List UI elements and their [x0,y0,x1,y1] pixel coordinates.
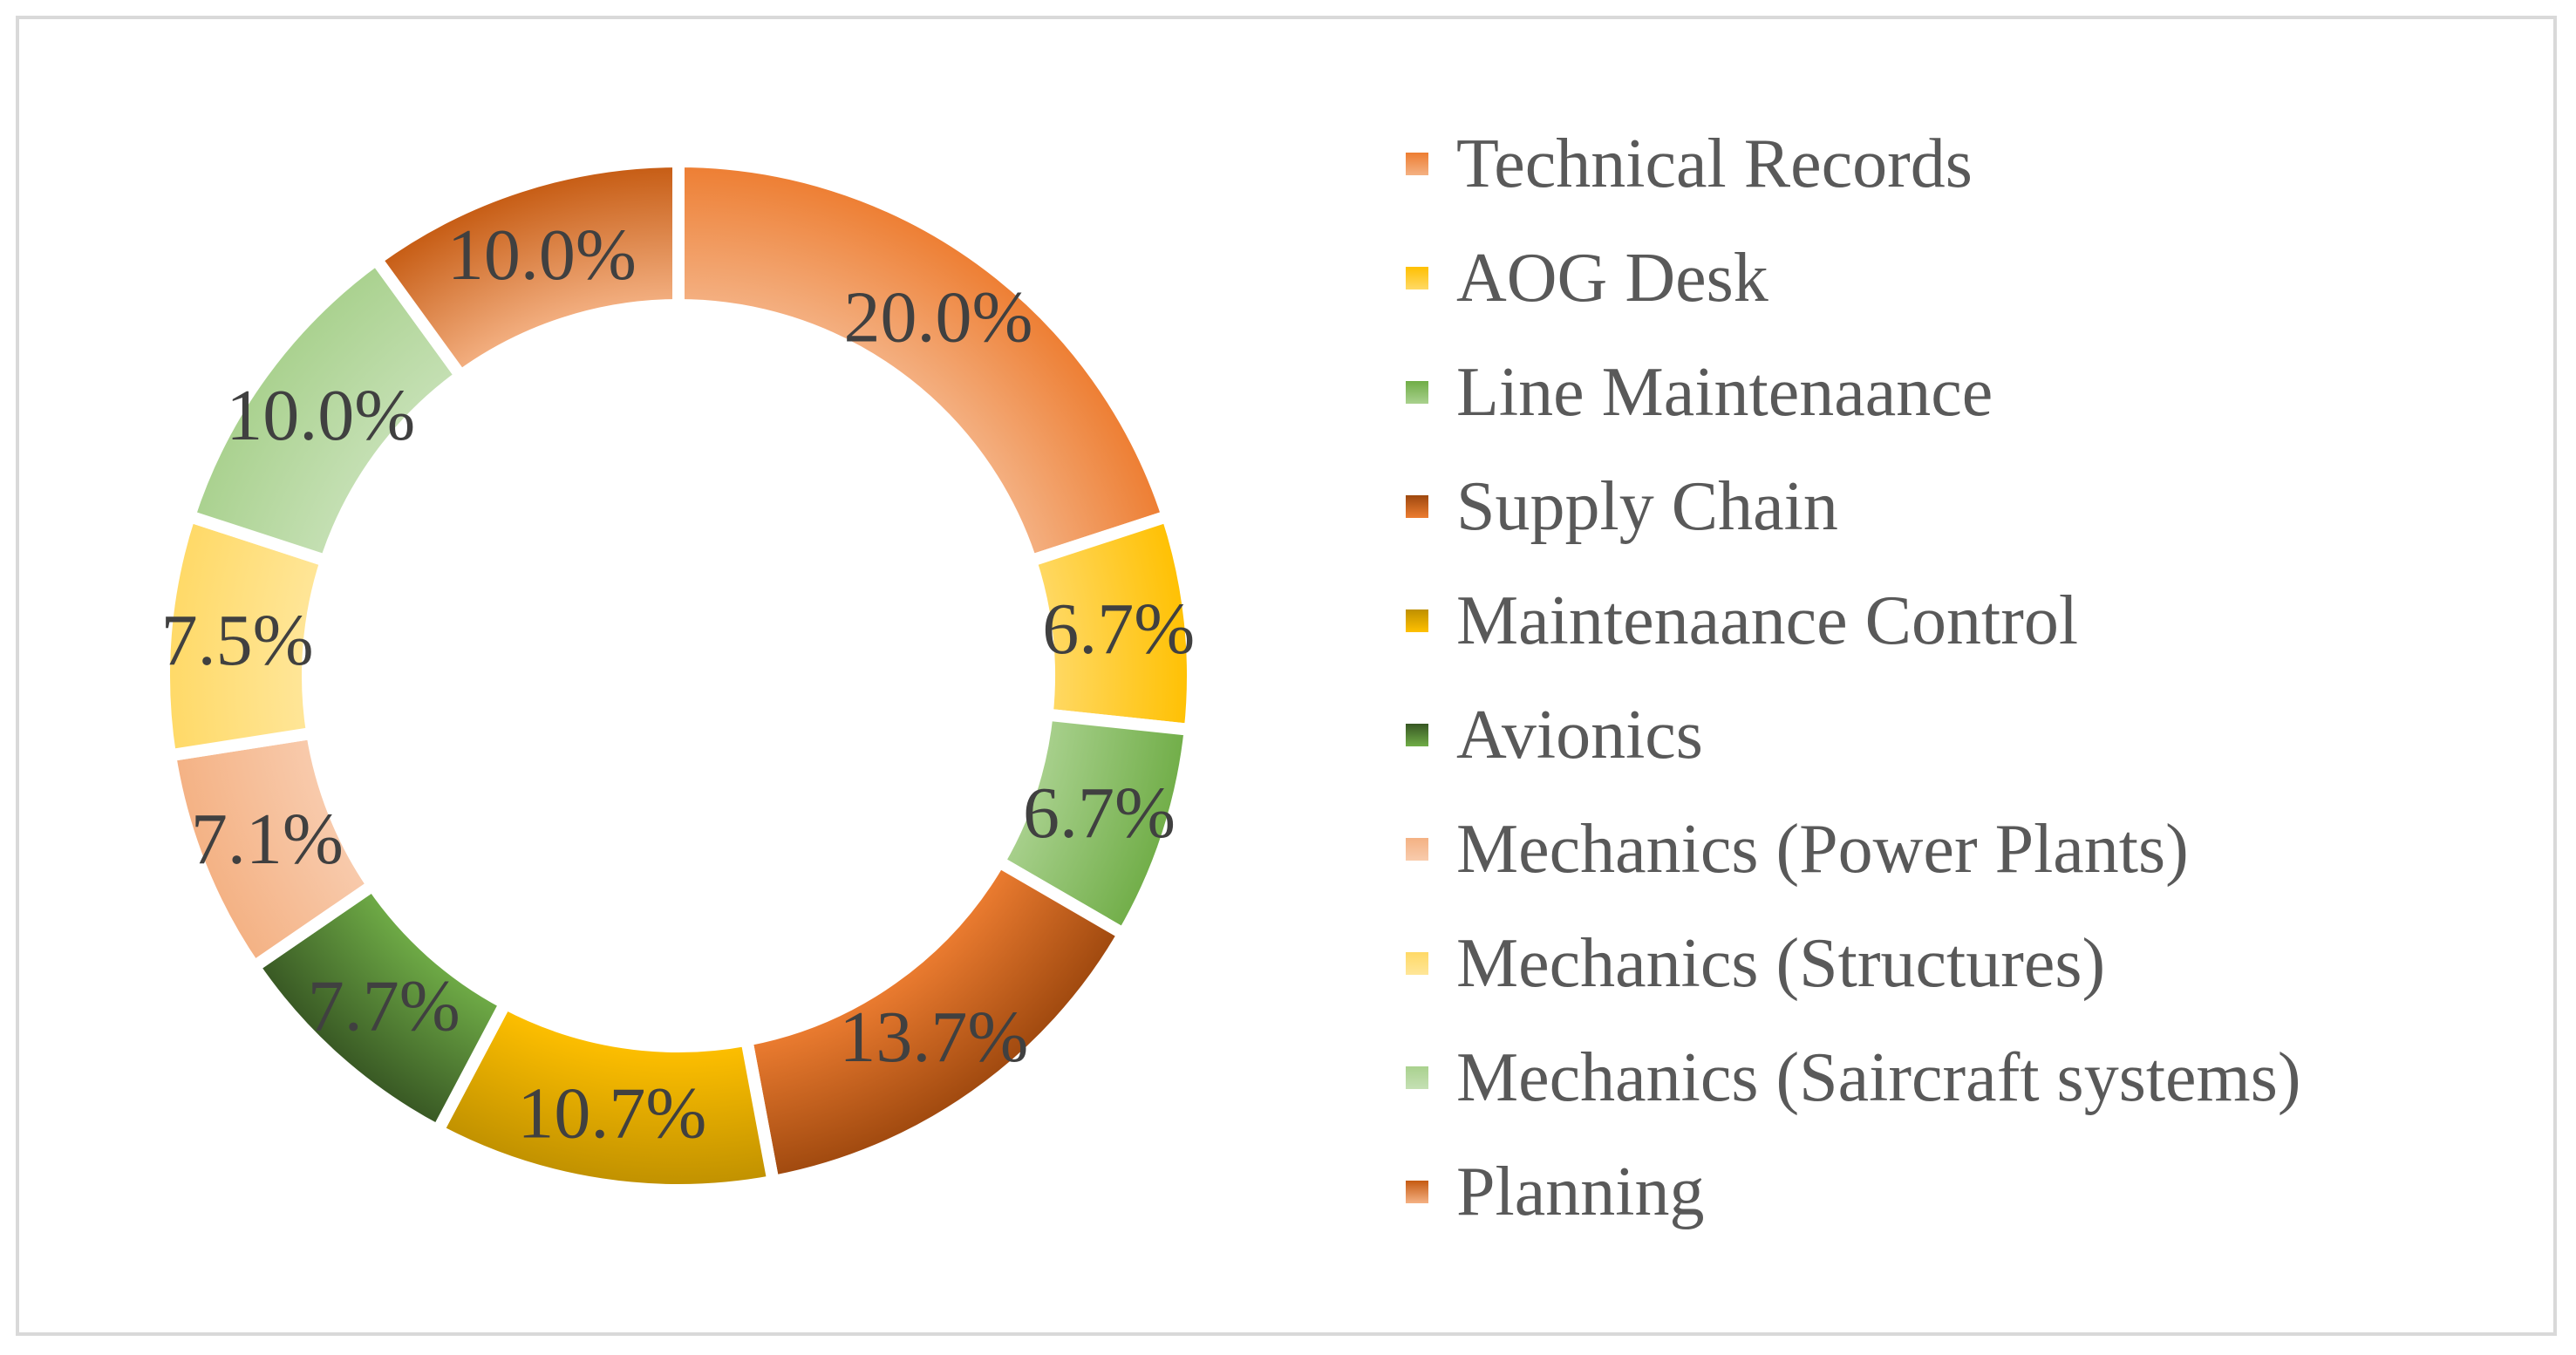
legend-item-maintenaance-control: Maintenaance Control [1406,582,2078,659]
legend-item-line-maintenaance: Line Maintenaance [1406,354,1993,431]
legend-item-mechanics-power-plants: Mechanics (Power Plants) [1406,811,2189,888]
slice-label-maintenaance-control: 10.7% [517,1072,706,1154]
legend-swatch-mechanics-structures [1406,952,1428,975]
legend-label-aog-desk: AOG Desk [1456,240,1768,317]
legend-label-line-maintenaance: Line Maintenaance [1456,354,1993,431]
legend: Technical Records AOG Desk Line Maintenaan… [1406,126,2301,1230]
slice-technical-records[interactable] [672,154,1176,569]
legend-swatch-technical-records [1406,153,1428,175]
legend-label-mechanics-saircraft-systems: Mechanics (Saircraft systems) [1456,1039,2301,1116]
legend-label-mechanics-structures: Mechanics (Structures) [1456,925,2105,1002]
slice-label-mechanics-saircraft-systems: 10.0% [226,375,415,456]
slice-label-mechanics-power-plants: 7.1% [191,799,344,880]
legend-item-supply-chain: Supply Chain [1406,468,1838,545]
legend-swatch-avionics [1406,724,1428,746]
slice-label-line-maintenaance: 6.7% [1023,773,1176,854]
legend-swatch-supply-chain [1406,495,1428,518]
legend-label-supply-chain: Supply Chain [1456,468,1838,545]
slice-label-supply-chain: 13.7% [839,997,1028,1078]
legend-item-avionics: Avionics [1406,697,1703,773]
legend-swatch-line-maintenaance [1406,381,1428,404]
slice-label-planning: 10.0% [447,214,637,296]
legend-label-planning: Planning [1456,1154,1704,1230]
legend-item-technical-records: Technical Records [1406,126,1973,202]
legend-swatch-mechanics-power-plants [1406,838,1428,861]
legend-swatch-planning [1406,1181,1428,1203]
slice-label-avionics: 7.7% [308,965,460,1046]
legend-item-mechanics-saircraft-systems: Mechanics (Saircraft systems) [1406,1039,2301,1116]
slice-label-aog-desk: 6.7% [1042,589,1195,670]
legend-item-planning: Planning [1406,1154,1704,1230]
legend-item-mechanics-structures: Mechanics (Structures) [1406,925,2105,1002]
slice-planning[interactable] [367,154,685,385]
legend-swatch-mechanics-saircraft-systems [1406,1066,1428,1089]
legend-swatch-maintenaance-control [1406,609,1428,632]
slice-labels-group: 20.0% 6.7% 6.7% 13.7% 10.7% 7.7% 7.1% 7.5% 10.0%… [161,214,1196,1154]
slice-label-mechanics-structures: 7.5% [161,600,314,681]
legend-label-maintenaance-control: Maintenaance Control [1456,582,2078,659]
slice-label-technical-records: 20.0% [844,277,1033,358]
legend-swatch-aog-desk [1406,267,1428,289]
slices-group [158,154,1199,1196]
legend-label-technical-records: Technical Records [1456,126,1973,202]
legend-item-aog-desk: AOG Desk [1406,240,1768,317]
legend-label-avionics: Avionics [1456,697,1703,773]
legend-label-mechanics-power-plants: Mechanics (Power Plants) [1456,811,2189,888]
